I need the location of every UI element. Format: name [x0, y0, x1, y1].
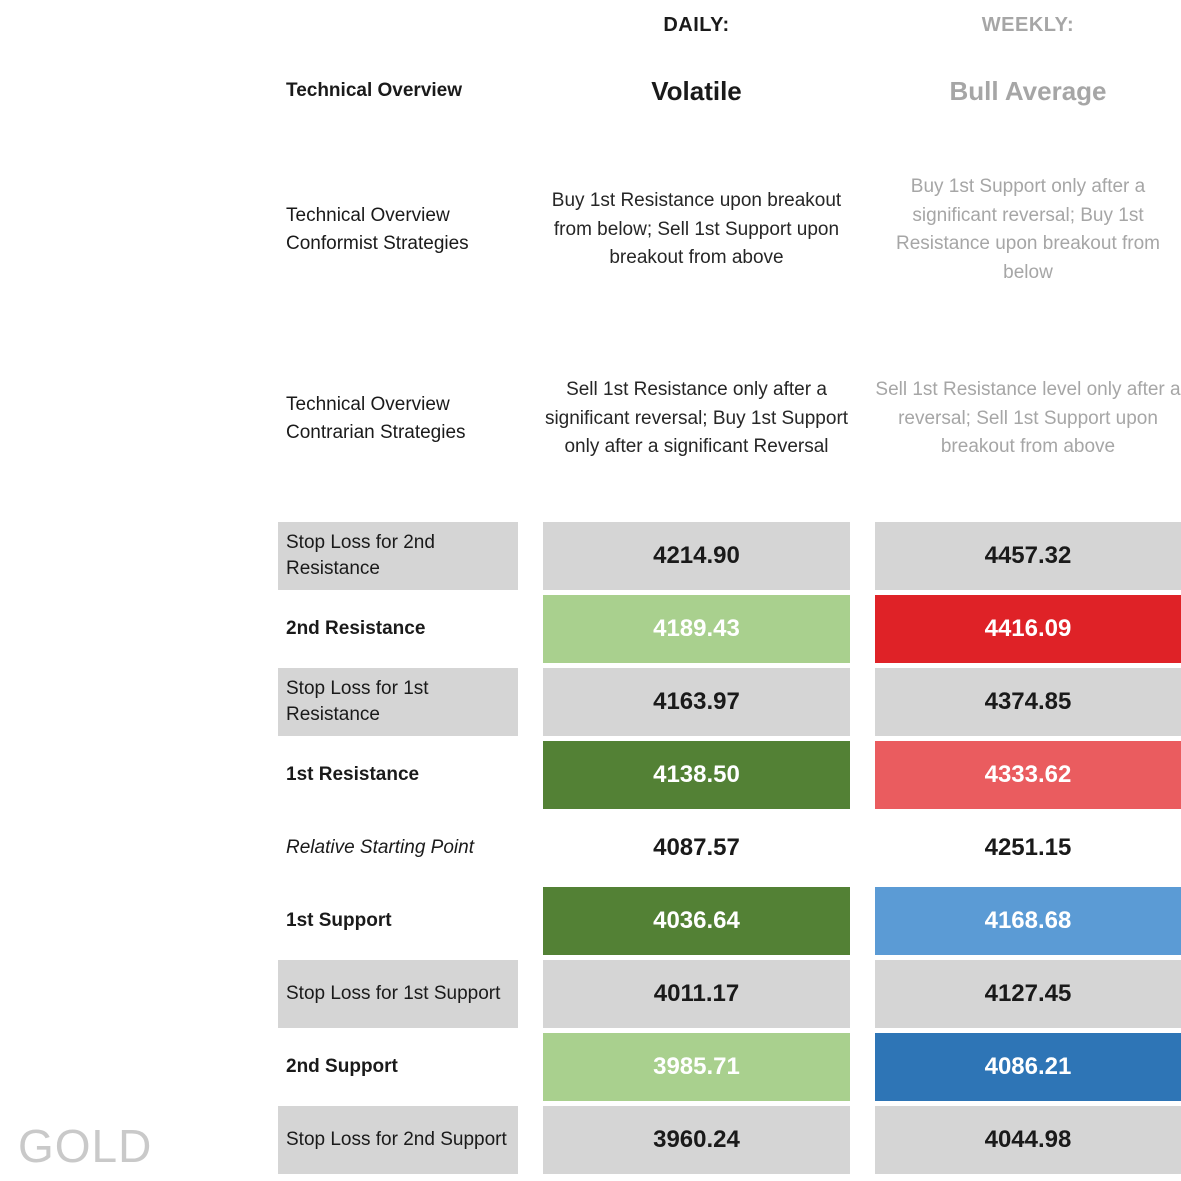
contrarian-strategies-label: Technical Overview Contrarian Strategies	[286, 393, 466, 444]
conformist-strategies-label: Technical Overview Conformist Strategies	[286, 204, 469, 255]
row-label: Stop Loss for 1st Support	[278, 960, 518, 1028]
weekly-overview-value: Bull Average	[949, 75, 1107, 106]
weekly-contrarian-strategy: Sell 1st Resistance level only after a r…	[875, 379, 1181, 458]
daily-value: 3985.71	[543, 1033, 850, 1101]
row-relative-starting-point: Relative Starting Point 4087.57 4251.15	[278, 814, 1181, 882]
daily-value: 4036.64	[543, 887, 850, 955]
conformist-strategies-row: Technical Overview Conformist Strategies…	[278, 130, 1181, 330]
weekly-value: 4333.62	[875, 741, 1181, 809]
daily-value: 4011.17	[543, 960, 850, 1028]
row-2nd-support: 2nd Support 3985.71 4086.21	[278, 1033, 1181, 1101]
row-label: 2nd Support	[286, 1056, 398, 1078]
daily-value: 4087.57	[653, 834, 740, 861]
weekly-value: 4251.15	[984, 834, 1072, 861]
weekly-column-header: WEEKLY:	[981, 14, 1075, 36]
daily-value: 4163.97	[543, 668, 850, 736]
row-stop-loss-2nd-support: Stop Loss for 2nd Support 3960.24 4044.9…	[278, 1106, 1181, 1174]
row-2nd-resistance: 2nd Resistance 4189.43 4416.09	[278, 595, 1181, 663]
row-label: 2nd Resistance	[286, 618, 426, 640]
weekly-value: 4168.68	[875, 887, 1181, 955]
daily-conformist-strategy: Buy 1st Resistance upon breakout from be…	[551, 190, 842, 269]
daily-value: 4214.90	[543, 522, 850, 590]
weekly-value: 4044.98	[875, 1106, 1181, 1174]
daily-value: 4138.50	[543, 741, 850, 809]
weekly-value: 4086.21	[875, 1033, 1181, 1101]
row-label: 1st Resistance	[286, 764, 420, 786]
row-label: Stop Loss for 1st Resistance	[278, 668, 518, 736]
weekly-value: 4416.09	[875, 595, 1181, 663]
row-label: Stop Loss for 2nd Resistance	[278, 522, 518, 590]
weekly-conformist-strategy: Buy 1st Support only after a significant…	[895, 176, 1161, 283]
weekly-value: 4374.85	[875, 668, 1181, 736]
row-stop-loss-1st-support: Stop Loss for 1st Support 4011.17 4127.4…	[278, 960, 1181, 1028]
row-label: Stop Loss for 2nd Support	[278, 1106, 518, 1174]
column-header-row: DAILY: WEEKLY:	[278, 0, 1181, 52]
technical-overview-row: Technical Overview Volatile Bull Average	[278, 52, 1181, 130]
daily-value: 3960.24	[543, 1106, 850, 1174]
row-stop-loss-1st-resistance: Stop Loss for 1st Resistance 4163.97 437…	[278, 668, 1181, 736]
technical-overview-label: Technical Overview	[286, 80, 463, 101]
daily-column-header: DAILY:	[663, 14, 730, 36]
weekly-value: 4457.32	[875, 522, 1181, 590]
daily-contrarian-strategy: Sell 1st Resistance only after a signifi…	[544, 379, 849, 458]
daily-overview-value: Volatile	[651, 75, 742, 106]
contrarian-strategies-row: Technical Overview Contrarian Strategies…	[278, 330, 1181, 508]
row-label: 1st Support	[286, 910, 392, 932]
daily-value: 4189.43	[543, 595, 850, 663]
gold-watermark: GOLD	[18, 1120, 153, 1172]
weekly-value: 4127.45	[875, 960, 1181, 1028]
row-stop-loss-2nd-resistance: Stop Loss for 2nd Resistance 4214.90 445…	[278, 522, 1181, 590]
row-label: Relative Starting Point	[286, 837, 474, 859]
row-1st-resistance: 1st Resistance 4138.50 4333.62	[278, 741, 1181, 809]
row-1st-support: 1st Support 4036.64 4168.68	[278, 887, 1181, 955]
